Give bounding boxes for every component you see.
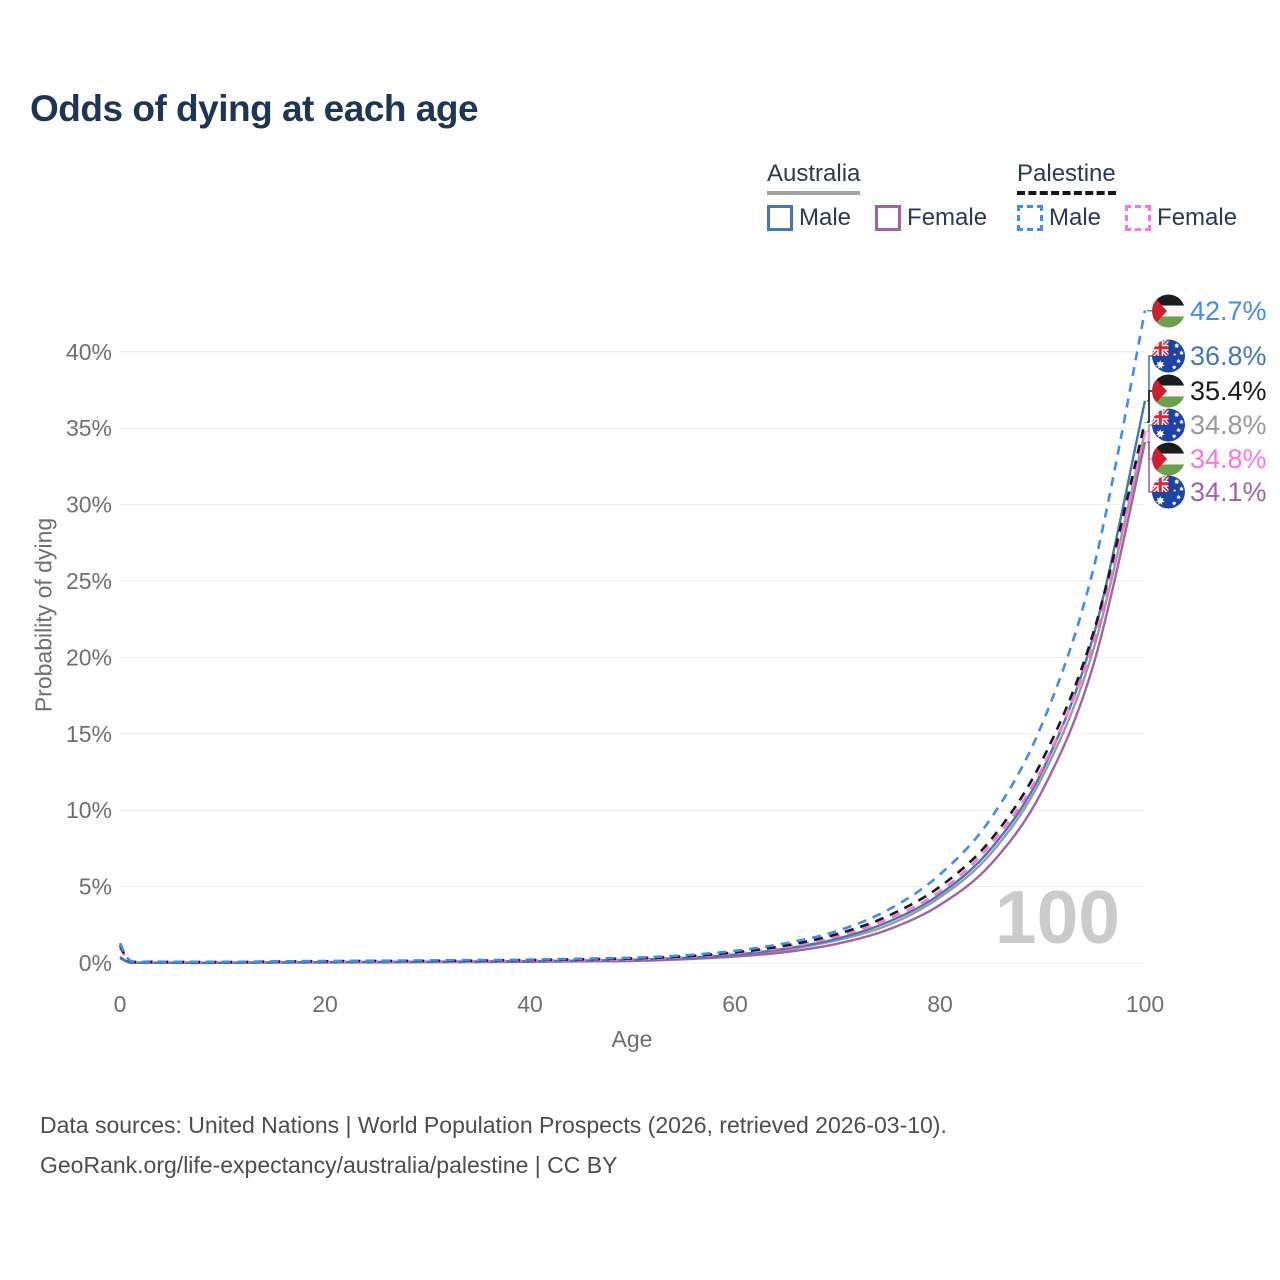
x-tick-label: 60: [722, 991, 748, 1017]
y-tick-label: 15%: [66, 721, 112, 747]
y-tick-label: 5%: [79, 874, 112, 900]
australia-female-swatch-icon: [875, 205, 902, 231]
x-tick-label: 80: [927, 991, 953, 1017]
x-tick-label: 0: [114, 991, 127, 1017]
leader-line-australia-female: [1147, 441, 1152, 493]
leader-line-palestine-both: [1147, 390, 1152, 423]
legend-country-palestine: Palestine: [1017, 160, 1116, 195]
legend-country-australia: Australia: [767, 160, 861, 195]
australia-flag-icon: [1152, 340, 1185, 373]
leader-line-australia-male: [1147, 355, 1152, 402]
page-title: Odds of dying at each age: [30, 88, 479, 129]
end-label-palestine-both: 35.4%: [1190, 376, 1267, 406]
australia-flag-icon: [1152, 476, 1185, 509]
end-label-palestine-male: 42.7%: [1190, 296, 1267, 326]
end-label-australia-female: 34.1%: [1190, 477, 1267, 507]
end-label-australia-both: 34.8%: [1190, 410, 1267, 440]
australia-male-swatch-icon: [767, 205, 793, 231]
attribution-line: GeoRank.org/life-expectancy/australia/pa…: [40, 1152, 618, 1178]
leader-line-australia-both: [1147, 424, 1152, 433]
legend-item-label: Male: [799, 204, 852, 231]
legend-item-australia-male[interactable]: Male: [767, 204, 851, 232]
y-tick-label: 0%: [79, 950, 112, 976]
palestine-flag-icon: [1152, 295, 1185, 328]
legend-item-label: Female: [907, 204, 988, 231]
legend-item-australia-female[interactable]: Female: [875, 204, 987, 232]
x-tick-label: 20: [312, 991, 338, 1017]
x-tick-label: 40: [517, 991, 543, 1017]
end-label-australia-male: 36.8%: [1190, 341, 1267, 371]
y-tick-label: 10%: [66, 797, 112, 823]
y-tick-label: 35%: [66, 415, 112, 441]
australia-flag-icon: [1152, 409, 1185, 442]
leader-line-palestine-male: [1146, 309, 1153, 312]
x-axis-title: Age: [611, 1026, 653, 1052]
age-watermark: 100: [994, 875, 1120, 959]
series-line-palestine-male: [118, 310, 1147, 964]
legend-group-palestine: Palestine Male Female: [1017, 160, 1237, 232]
legend-item-palestine-male[interactable]: Male: [1017, 204, 1101, 232]
y-tick-label: 20%: [66, 644, 112, 670]
y-tick-label: 40%: [66, 339, 112, 365]
y-axis-title: Probability of dying: [30, 517, 57, 713]
footer-caption: Data sources: United Nations | World Pop…: [40, 1105, 947, 1185]
palestine-male-swatch-icon: [1017, 205, 1043, 231]
series-line-palestine-female: [118, 430, 1147, 964]
palestine-female-swatch-icon: [1125, 205, 1152, 231]
palestine-flag-icon: [1152, 375, 1185, 408]
data-source-line: Data sources: United Nations | World Pop…: [40, 1112, 947, 1138]
legend-item-palestine-female[interactable]: Female: [1125, 204, 1237, 232]
series-line-palestine-both: [118, 421, 1147, 964]
legend-item-label: Male: [1049, 204, 1102, 231]
x-tick-label: 100: [1126, 991, 1164, 1017]
y-tick-label: 25%: [66, 568, 112, 594]
legend-group-australia: Australia Male Female: [767, 160, 987, 232]
palestine-flag-icon: [1152, 443, 1185, 476]
series-line-australia-male: [119, 400, 1147, 965]
y-tick-label: 30%: [66, 492, 112, 518]
legend-item-label: Female: [1157, 204, 1238, 231]
end-label-palestine-female: 34.8%: [1190, 444, 1267, 474]
